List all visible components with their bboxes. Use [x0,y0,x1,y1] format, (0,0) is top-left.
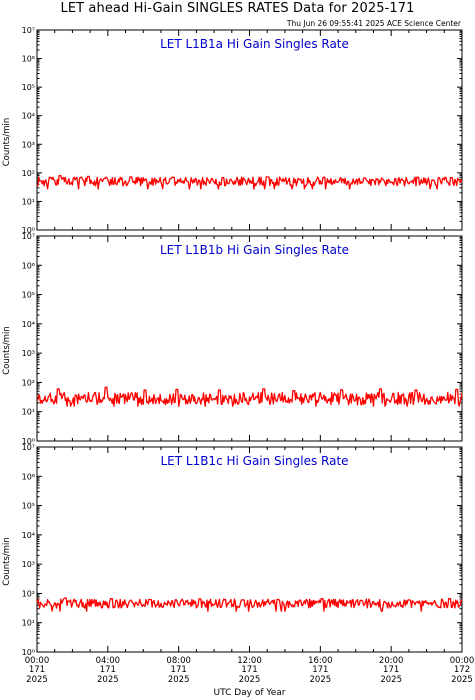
y-tick-label: 10³ [22,560,35,569]
y-tick-label: 10⁴ [22,320,35,329]
y-tick-label: 10⁵ [22,502,35,511]
x-tick-year: 2025 [168,675,190,685]
y-tick-label: 10³ [22,349,35,358]
panel-frame [36,235,463,442]
y-axis-label: Counts/min [2,118,12,167]
x-tick-year: 2025 [26,675,48,685]
y-tick-label: 10⁷ [22,232,35,241]
y-axis-label: Counts/min [2,326,12,375]
x-tick-time: 20:00 [379,656,404,666]
y-tick-label: 10⁶ [22,55,35,64]
x-tick-year: 2025 [380,675,402,685]
y-tick-label: 10⁴ [22,531,35,540]
y-axis-label: Counts/min [2,537,12,586]
y-tick-label: 10⁵ [22,83,35,92]
y-tick-label: 10³ [22,140,35,149]
x-tick-doy: 172 [454,665,470,675]
x-tick-year: 2025 [451,675,473,685]
x-axis-label: UTC Day of Year [214,688,286,698]
x-tick-doy: 171 [383,665,399,675]
panel-frame [36,29,463,231]
x-tick-doy: 171 [312,665,328,675]
series-line [36,174,463,190]
y-tick-label: 10¹ [22,619,35,628]
x-tick-time: 00:00 [25,656,50,666]
y-tick-label: 10⁶ [22,472,35,481]
x-tick-doy: 171 [29,665,45,675]
x-tick-time: 08:00 [166,656,191,666]
y-tick-label: 10⁰ [22,648,35,657]
y-tick-label: 10¹ [22,408,35,417]
x-tick-doy: 171 [171,665,187,675]
timestamp: Thu Jun 26 09:55:41 2025 ACE Science Cen… [286,19,461,28]
y-tick-label: 10⁰ [22,437,35,446]
series-line [36,597,463,612]
x-tick-year: 2025 [239,675,261,685]
panel-title: LET L1B1c Hi Gain Singles Rate [160,454,348,468]
x-tick-year: 2025 [97,675,119,685]
y-tick-label: 10⁰ [22,226,35,235]
y-tick-label: 10¹ [22,197,35,206]
x-tick-time: 12:00 [237,656,262,666]
y-tick-label: 10⁶ [22,261,35,270]
x-tick-time: 16:00 [308,656,333,666]
y-tick-label: 10⁵ [22,291,35,300]
series-line [36,386,463,407]
y-tick-label: 10² [22,378,35,387]
x-tick-doy: 171 [241,665,257,675]
page-title: LET ahead Hi-Gain SINGLES RATES Data for… [60,1,415,16]
x-tick-year: 2025 [310,675,332,685]
panel-title: LET L1B1a Hi Gain Singles Rate [160,37,349,51]
panel-title: LET L1B1b Hi Gain Singles Rate [160,243,349,257]
x-tick-doy: 171 [100,665,116,675]
x-tick-time: 04:00 [96,656,121,666]
x-tick-time: 00:00 [450,656,475,666]
y-tick-label: 10⁷ [22,26,35,35]
y-tick-label: 10⁴ [22,112,35,121]
y-tick-label: 10² [22,169,35,178]
y-tick-label: 10⁷ [22,443,35,452]
y-tick-label: 10² [22,589,35,598]
panel-frame [36,446,463,653]
